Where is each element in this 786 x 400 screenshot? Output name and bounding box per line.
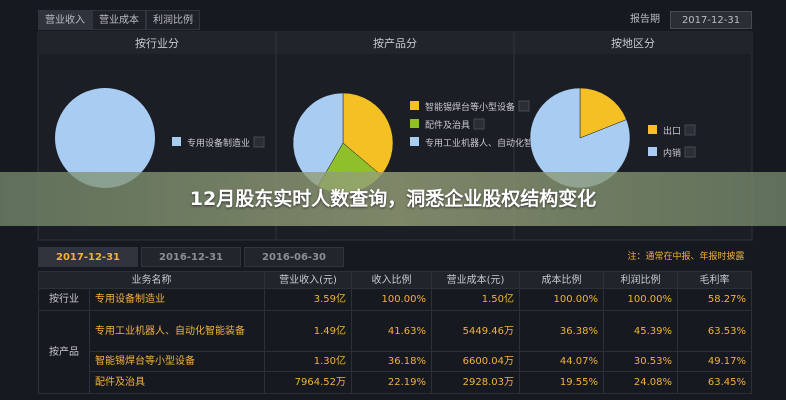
table-cell: 63.45% (678, 372, 752, 394)
table-cell: 7964.52万 (265, 372, 352, 394)
panel-header (38, 32, 752, 54)
period-tab[interactable]: 2016-06-30 (244, 247, 344, 267)
note: 注：通常在中报、年报时披露 (627, 252, 745, 262)
legend-swatch (648, 147, 657, 156)
table-cell: 44.07% (520, 352, 604, 372)
pie-slice (342, 92, 394, 176)
legend-label: 专用设备制造业 (187, 137, 250, 149)
section-title: 按产品分 (373, 36, 417, 50)
section-title: 按行业分 (135, 36, 179, 50)
header-cell: 营业成本(元) (432, 271, 520, 289)
group-cell: 按行业 (38, 289, 90, 311)
table-cell: 36.18% (352, 352, 432, 372)
legend-swatch (410, 101, 419, 110)
legend-add (253, 136, 265, 148)
legend-label: 配件及治具 (425, 119, 470, 131)
banner-text: 12月股东实时人数查询，洞悉企业股权结构变化 (189, 188, 597, 210)
tab[interactable]: 营业收入 (38, 10, 92, 30)
table-cell: 100.00% (520, 289, 604, 311)
table-cell: 1.49亿 (265, 311, 352, 352)
period-tab[interactable]: 2017-12-31 (38, 247, 138, 267)
section-title: 按地区分 (611, 36, 655, 50)
table-cell: 6600.04万 (432, 352, 520, 372)
legend-add (518, 100, 530, 112)
legend-label: 专用工业机器人、自动化智能装备 (425, 137, 560, 149)
header-cell: 毛利率 (678, 271, 752, 289)
header-cell: 营业收入(元) (265, 271, 352, 289)
header-cell: 收入比例 (352, 271, 432, 289)
table-cell: 100.00% (352, 289, 432, 311)
legend-label: 智能锡焊台等小型设备 (425, 101, 515, 113)
header-cell: 业务名称 (38, 271, 265, 289)
table-cell: 2928.03万 (432, 372, 520, 394)
legend-label: 内销 (663, 147, 681, 159)
header-cell: 成本比例 (520, 271, 604, 289)
date-select[interactable]: 2017-12-31 (670, 11, 752, 29)
period-tab[interactable]: 2016-12-31 (141, 247, 241, 267)
legend-swatch (410, 137, 419, 146)
pie-slice (55, 88, 155, 188)
report-label: 报告期 (630, 14, 660, 25)
table-cell: 1.50亿 (432, 289, 520, 311)
table-cell: 专用工业机器人、自动化智能装备 (90, 311, 265, 352)
table-cell: 1.30亿 (265, 352, 352, 372)
legend-label: 出口 (663, 125, 681, 137)
tab[interactable]: 利润比例 (146, 10, 200, 30)
table-cell: 配件及治具 (90, 372, 265, 394)
legend-add (684, 146, 696, 158)
group-cell: 按产品 (38, 311, 90, 394)
table-cell: 22.19% (352, 372, 432, 394)
table-cell: 36.38% (520, 311, 604, 352)
table-cell: 智能锡焊台等小型设备 (90, 352, 265, 372)
legend-swatch (648, 125, 657, 134)
legend-swatch (172, 137, 181, 146)
pie-slice (579, 87, 627, 139)
table-cell: 49.17% (678, 352, 752, 372)
table-cell: 专用设备制造业 (90, 289, 265, 311)
table-cell: 58.27% (678, 289, 752, 311)
legend-add (473, 118, 485, 130)
table-cell: 3.59亿 (265, 289, 352, 311)
table-cell: 19.55% (520, 372, 604, 394)
legend-swatch (410, 119, 419, 128)
table-cell: 24.08% (604, 372, 678, 394)
table-cell: 45.39% (604, 311, 678, 352)
banner (0, 172, 786, 226)
tab[interactable]: 营业成本 (92, 10, 146, 30)
table-cell: 63.53% (678, 311, 752, 352)
table-cell: 5449.46万 (432, 311, 520, 352)
table-cell: 41.63% (352, 311, 432, 352)
legend-add (684, 124, 696, 136)
table-cell: 30.53% (604, 352, 678, 372)
header-cell: 利润比例 (604, 271, 678, 289)
table-cell: 100.00% (604, 289, 678, 311)
